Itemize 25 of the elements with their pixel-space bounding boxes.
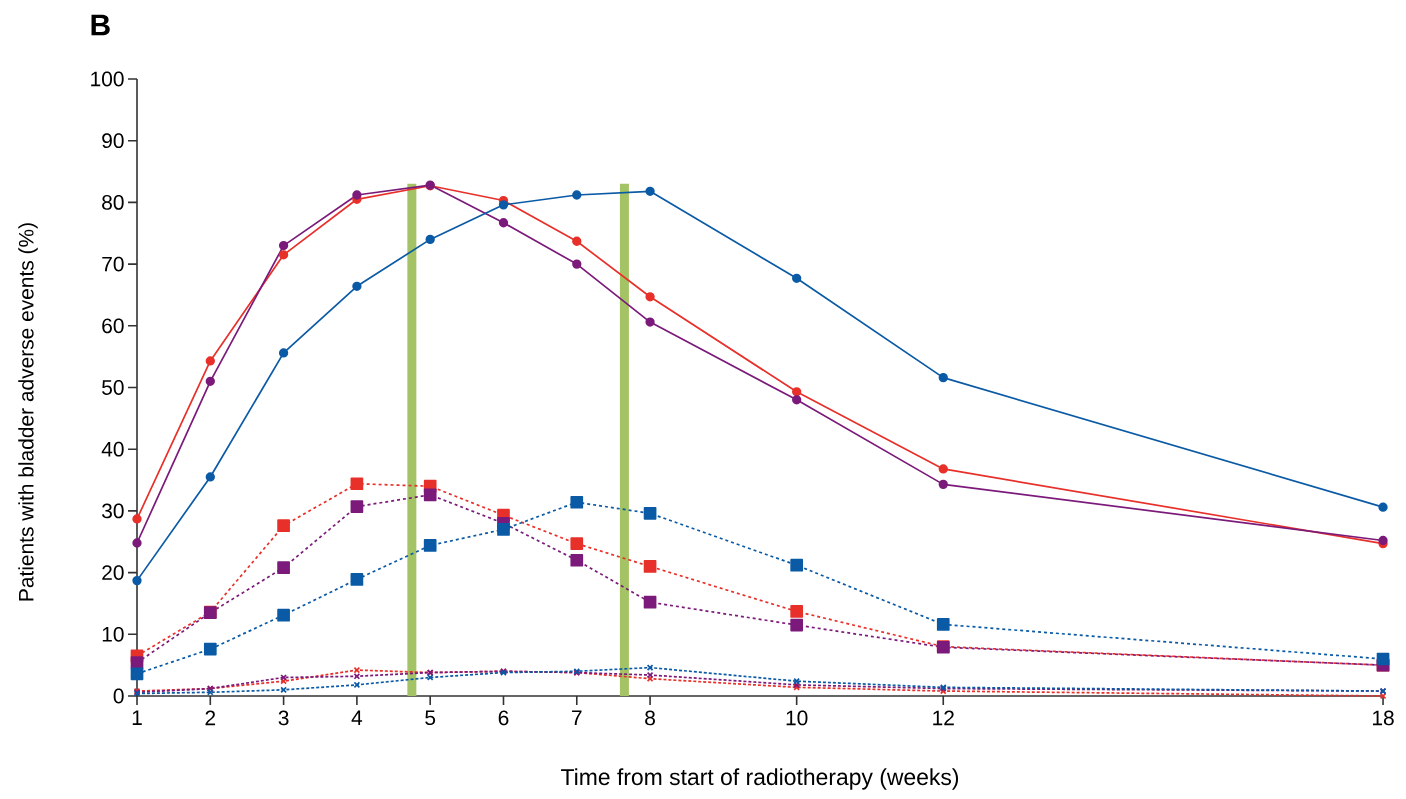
y-tick-label: 80 <box>102 194 124 210</box>
y-tick-label: 90 <box>102 133 124 149</box>
y-tick-label: 10 <box>102 626 124 642</box>
y-tick-label: 60 <box>102 318 124 334</box>
x-tick-label: 3 <box>278 710 289 726</box>
y-tick-label: 40 <box>101 441 124 457</box>
y-tick-label: 100 <box>91 71 124 87</box>
chart-title: B <box>91 14 110 36</box>
y-axis-title: Patients with bladder adverse events (%) <box>18 223 38 601</box>
x-tick-label: 10 <box>786 710 808 726</box>
x-tick-label: 6 <box>498 710 509 726</box>
y-tick-label: 70 <box>102 256 124 272</box>
x-tick-label: 18 <box>1372 710 1394 726</box>
x-tick-label: 8 <box>645 710 655 726</box>
x-tick-label: 12 <box>933 710 954 726</box>
x-tick-label: 7 <box>572 710 582 725</box>
x-axis-title: Time from start of radiotherapy (weeks) <box>561 768 959 790</box>
x-tick-label: 1 <box>132 710 142 725</box>
y-tick-label: 0 <box>113 688 124 704</box>
x-tick-label: 5 <box>425 710 436 726</box>
y-tick-label: 30 <box>102 503 124 519</box>
y-tick-label: 50 <box>102 380 124 395</box>
y-tick-label: 20 <box>102 565 124 580</box>
x-tick-label: 2 <box>205 710 216 726</box>
x-tick-label: 4 <box>351 710 363 725</box>
